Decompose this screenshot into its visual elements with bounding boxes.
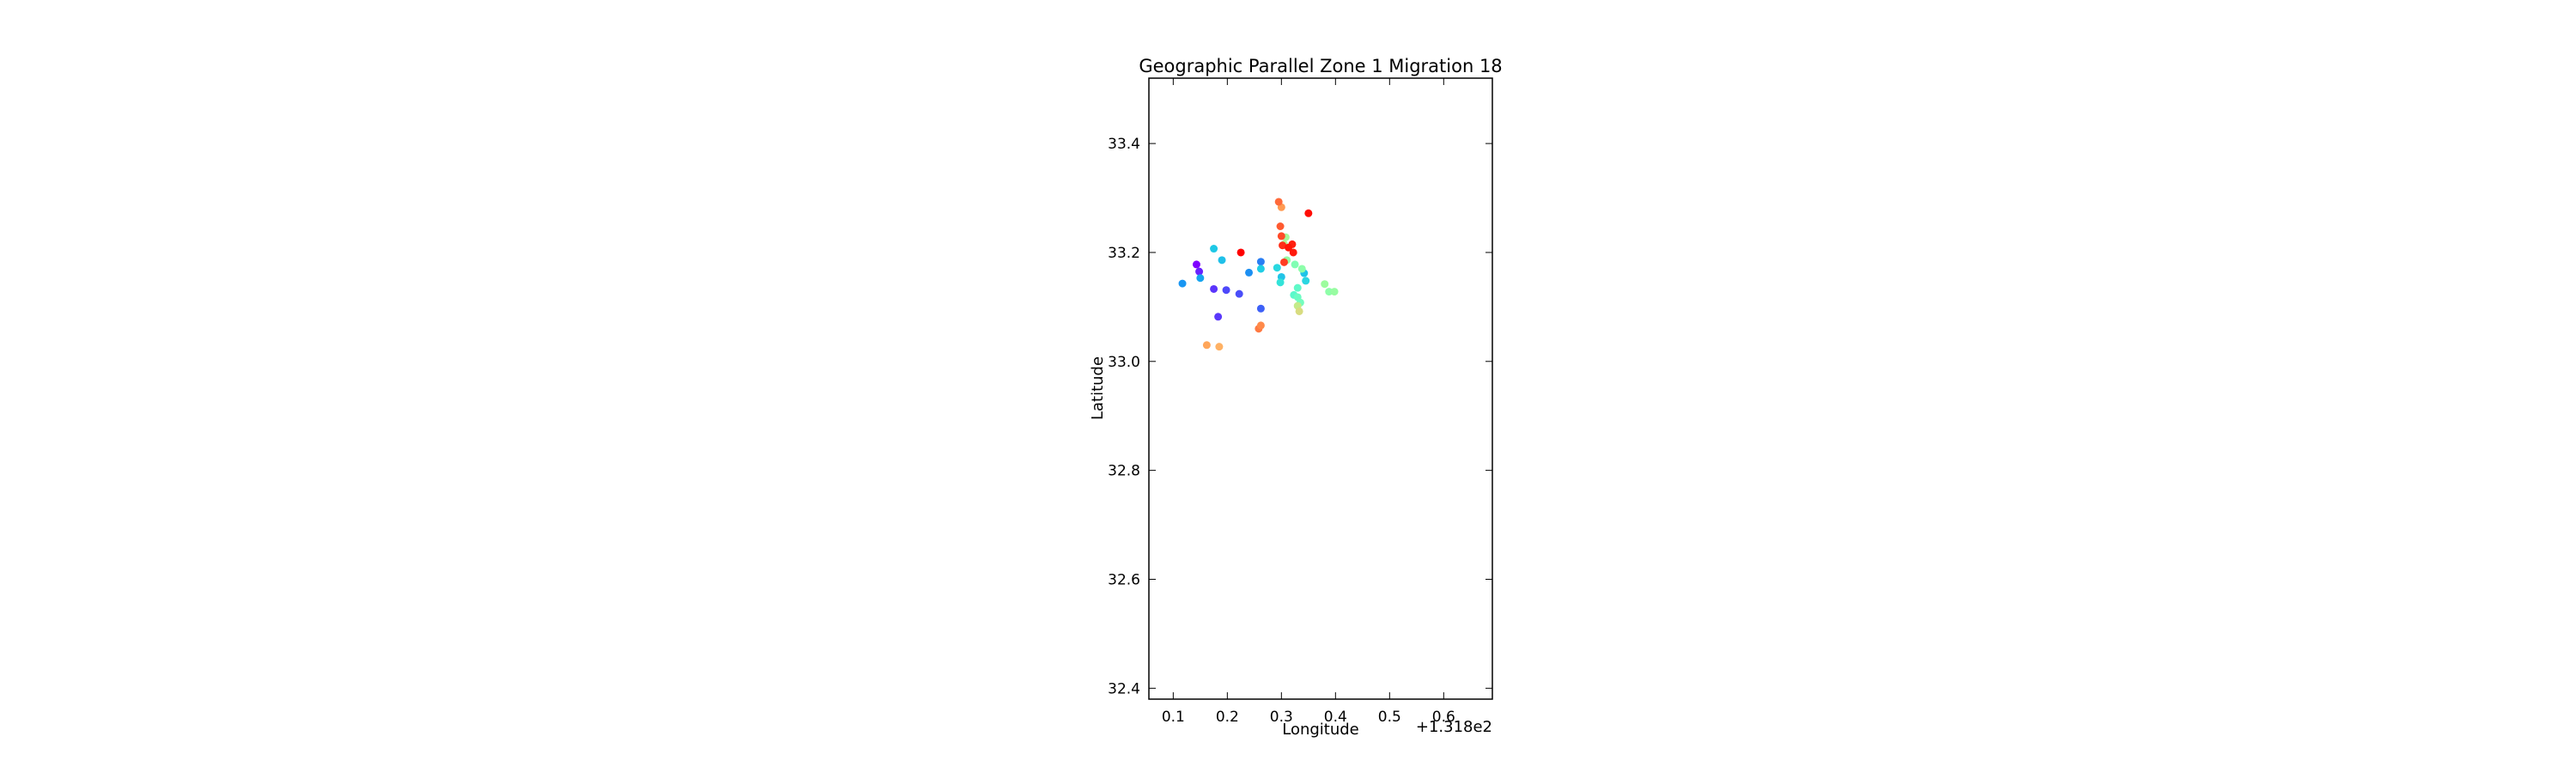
y-tick-label: 32.6: [1108, 571, 1140, 588]
y-tick-label: 33.2: [1108, 245, 1140, 262]
data-point: [1196, 274, 1205, 283]
data-point: [1256, 258, 1265, 266]
data-point: [1297, 265, 1306, 273]
y-tick-label: 32.4: [1108, 680, 1140, 697]
data-point: [1279, 258, 1288, 266]
data-point: [1215, 343, 1224, 351]
data-point: [1192, 260, 1200, 269]
data-point: [1291, 260, 1299, 269]
data-point: [1256, 304, 1265, 313]
data-point: [1195, 267, 1204, 276]
data-point: [1304, 209, 1313, 217]
data-point: [1285, 243, 1293, 252]
data-point: [1202, 341, 1211, 350]
data-point: [1235, 289, 1243, 298]
x-tick-label: 0.3: [1270, 709, 1293, 726]
x-tick-label: 0.6: [1432, 709, 1455, 726]
data-point: [1218, 256, 1226, 265]
data-point: [1279, 241, 1287, 250]
data-point: [1210, 284, 1218, 293]
chart-title: Geographic Parallel Zone 1 Migration 18: [1139, 56, 1502, 76]
data-point: [1276, 222, 1285, 231]
data-point: [1295, 307, 1303, 315]
x-tick-label: 0.1: [1162, 709, 1185, 726]
data-point: [1289, 248, 1297, 257]
x-tick-label: 0.4: [1324, 709, 1347, 726]
data-points: [1178, 198, 1339, 351]
data-point: [1325, 288, 1334, 296]
data-point: [1277, 232, 1285, 240]
data-point: [1330, 288, 1339, 296]
plot-frame: [1148, 77, 1493, 700]
x-tick-label: 0.2: [1216, 709, 1239, 726]
y-tick-label: 33.4: [1108, 136, 1140, 153]
data-point: [1236, 248, 1245, 257]
data-point: [1302, 277, 1310, 285]
data-point: [1293, 283, 1302, 292]
plot-area: [1148, 77, 1493, 700]
y-axis-label: Latitude: [1089, 356, 1107, 420]
x-tick-label: 0.5: [1378, 709, 1401, 726]
y-axis-ticks: 32.4 32.6 32.8 33.0 33.2 33.4: [1108, 136, 1492, 697]
data-point: [1256, 321, 1265, 330]
data-point: [1178, 279, 1187, 288]
y-tick-label: 32.8: [1108, 463, 1140, 480]
data-point: [1321, 280, 1329, 289]
x-axis-label: Longitude: [1282, 721, 1359, 739]
x-axis-ticks: 0.1 0.2 0.3 0.4 0.5 0.6: [1162, 78, 1455, 726]
data-point: [1245, 268, 1254, 277]
data-point: [1274, 198, 1283, 206]
data-point: [1214, 313, 1223, 321]
data-point: [1210, 245, 1218, 253]
y-tick-label: 33.0: [1108, 354, 1140, 371]
x-axis-offset-label: +1.318e2: [1416, 718, 1492, 736]
data-point: [1273, 264, 1281, 272]
data-point: [1256, 265, 1265, 273]
data-point: [1276, 278, 1285, 287]
data-point: [1222, 286, 1230, 295]
